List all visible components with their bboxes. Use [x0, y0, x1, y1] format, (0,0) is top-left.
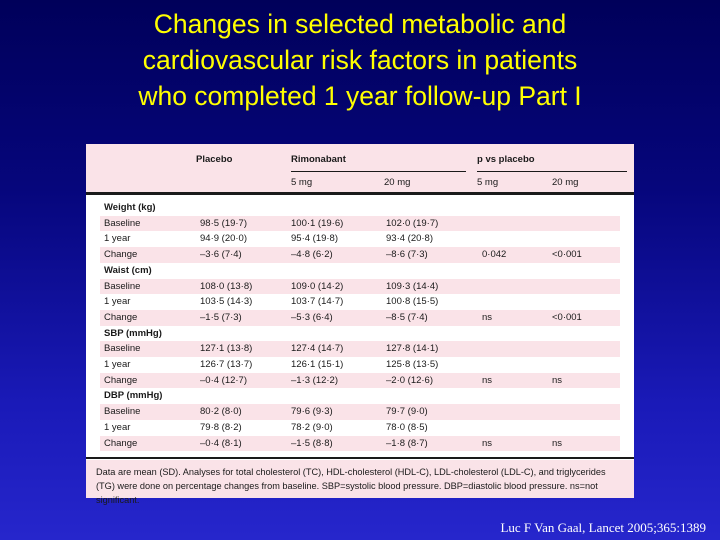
cell-placebo: –0·4 (8·1) [200, 437, 242, 449]
cell-p20: <0·001 [552, 249, 582, 261]
cell-r5: –5·3 (6·4) [291, 311, 333, 323]
table-row: Baseline 108·0 (13·8) 109·0 (14·2) 109·3 (1… [100, 278, 620, 295]
cell-r20: –8·5 (7·4) [386, 311, 428, 323]
cell-r20: 78·0 (8·5) [386, 421, 428, 433]
cell-r20: 93·4 (20·8) [386, 233, 433, 245]
table-row: 1 year 103·5 (14·3) 103·7 (14·7) 100·8 (15·… [100, 294, 620, 310]
row-label: Baseline [104, 406, 141, 418]
header-rule [86, 192, 634, 195]
header-rimo-5mg: 5 mg [291, 177, 313, 188]
slide-title: Changes in selected metabolic and cardio… [0, 6, 720, 114]
table-row: Change –1·5 (7·3) –5·3 (6·4) –8·5 (7·4) ns <0… [100, 309, 620, 326]
row-label: Baseline [104, 280, 141, 292]
cell-p5: ns [482, 311, 493, 323]
row-label: Change [104, 311, 138, 323]
cell-p5: ns [482, 437, 493, 449]
cell-placebo: 79·8 (8·2) [200, 421, 242, 433]
cell-placebo: 108·0 (13·8) [200, 280, 253, 292]
section-label: DBP (mmHg) [104, 390, 163, 402]
cell-p20: <0·001 [552, 311, 582, 323]
cell-r5: 79·6 (9·3) [291, 406, 333, 418]
cell-r20: –1·8 (8·7) [386, 437, 428, 449]
cell-r20: 127·8 (14·1) [386, 343, 439, 355]
cell-placebo: –0·4 (12·7) [200, 374, 247, 386]
title-line-3: who completed 1 year follow-up Part I [138, 81, 582, 111]
row-label: 1 year [104, 359, 131, 370]
section-row: DBP (mmHg) [100, 388, 620, 404]
table-row: 1 year 79·8 (8·2) 78·2 (9·0) 78·0 (8·5) [100, 420, 620, 436]
cell-placebo: 98·5 (19·7) [200, 217, 247, 229]
cell-r20: 102·0 (19·7) [386, 217, 439, 229]
cell-r20: 109·3 (14·4) [386, 280, 439, 292]
rimonabant-underline [291, 171, 466, 172]
cell-r5: 127·4 (14·7) [291, 343, 344, 355]
table-row: Baseline 98·5 (19·7) 100·1 (19·6) 102·0 (19… [100, 215, 620, 232]
row-label: Change [104, 374, 138, 386]
citation: Luc F Van Gaal, Lancet 2005;365:1389 [500, 520, 706, 535]
cell-r20: 79·7 (9·0) [386, 406, 428, 418]
row-label: Change [104, 437, 138, 449]
cell-r20: 125·8 (13·5) [386, 359, 439, 370]
cell-placebo: 126·7 (13·7) [200, 359, 253, 370]
row-label: Change [104, 249, 138, 261]
table-row: Baseline 80·2 (8·0) 79·6 (9·3) 79·7 (9·0) [100, 404, 620, 420]
cell-p5: 0·042 [482, 249, 507, 261]
row-label: 1 year [104, 233, 131, 245]
footer-rule [86, 457, 634, 459]
header-placebo: Placebo [196, 154, 233, 165]
row-label: Baseline [104, 343, 141, 355]
section-row: SBP (mmHg) [100, 326, 620, 342]
cell-placebo: 127·1 (13·8) [200, 343, 253, 355]
section-row: Weight (kg) [100, 200, 620, 216]
cell-r5: –1·3 (12·2) [291, 374, 338, 386]
row-label: 1 year [104, 421, 131, 433]
title-line-2: cardiovascular risk factors in patients [142, 45, 578, 75]
cell-placebo: 103·5 (14·3) [200, 296, 253, 308]
cell-r20: 100·8 (15·5) [386, 296, 439, 308]
cell-r5: 95·4 (19·8) [291, 233, 338, 245]
cell-r5: 103·7 (14·7) [291, 296, 344, 308]
section-label: Weight (kg) [104, 202, 156, 213]
row-label: 1 year [104, 296, 131, 308]
cell-r5: –4·8 (6·2) [291, 249, 333, 261]
section-row: Waist (cm) [100, 263, 620, 279]
p-underline [477, 171, 627, 172]
section-label: SBP (mmHg) [104, 327, 162, 339]
cell-p20: ns [552, 374, 563, 386]
results-table: Placebo Rimonabant p vs placebo 5 mg 20 … [86, 144, 634, 505]
table-row: Change –0·4 (8·1) –1·5 (8·8) –1·8 (8·7) ns ns [100, 435, 620, 452]
cell-r5: 78·2 (9·0) [291, 421, 333, 433]
cell-r20: –2·0 (12·6) [386, 374, 433, 386]
table-header: Placebo Rimonabant p vs placebo 5 mg 20 … [86, 144, 634, 192]
table-footnote-box: Data are mean (SD). Analyses for total c… [86, 460, 634, 505]
header-rimo-20mg: 20 mg [384, 177, 411, 188]
header-p-20mg: 20 mg [552, 177, 579, 188]
cell-p5: ns [482, 374, 493, 386]
cell-r5: 100·1 (19·6) [291, 217, 344, 229]
cell-r20: –8·6 (7·3) [386, 249, 428, 261]
cell-p20: ns [552, 437, 563, 449]
cell-r5: 126·1 (15·1) [291, 359, 344, 370]
header-p-vs-placebo: p vs placebo [477, 154, 535, 165]
cell-placebo: –1·5 (7·3) [200, 311, 242, 323]
title-line-1: Changes in selected metabolic and [153, 9, 567, 39]
cell-r5: 109·0 (14·2) [291, 280, 344, 292]
cell-r5: –1·5 (8·8) [291, 437, 333, 449]
row-label: Baseline [104, 217, 141, 229]
header-p-5mg: 5 mg [477, 177, 499, 188]
table-footnote: Data are mean (SD). Analyses for total c… [96, 467, 606, 505]
table-row: Baseline 127·1 (13·8) 127·4 (14·7) 127·8 (1… [100, 341, 620, 357]
table-row: Change –0·4 (12·7) –1·3 (12·2) –2·0 (12·6) n… [100, 372, 620, 389]
table-row: 1 year 126·7 (13·7) 126·1 (15·1) 125·8 (13·… [100, 357, 620, 373]
section-label: Waist (cm) [104, 264, 152, 276]
table-row: 1 year 94·9 (20·0) 95·4 (19·8) 93·4 (20·8) [100, 231, 620, 247]
cell-placebo: –3·6 (7·4) [200, 249, 242, 261]
header-rimonabant: Rimonabant [291, 154, 346, 165]
table-row: Change –3·6 (7·4) –4·8 (6·2) –8·6 (7·3) 0·04… [100, 247, 620, 263]
cell-placebo: 94·9 (20·0) [200, 233, 247, 245]
cell-placebo: 80·2 (8·0) [200, 406, 242, 418]
